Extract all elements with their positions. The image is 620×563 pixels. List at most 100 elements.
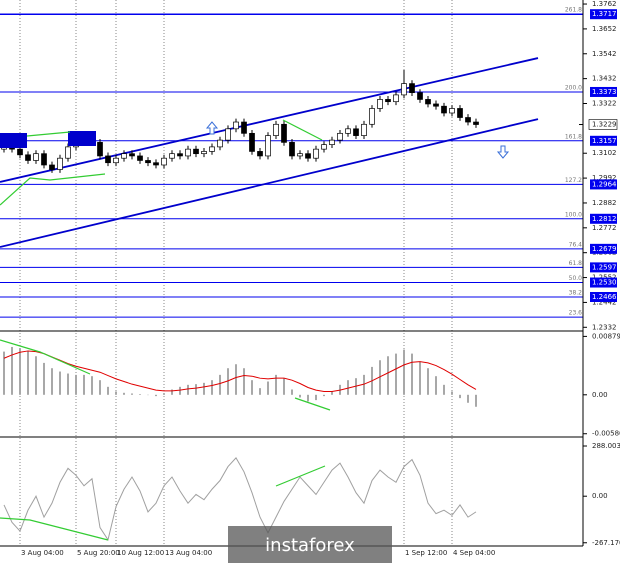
- candle-body: [169, 153, 175, 159]
- divergence-line: [282, 119, 323, 141]
- divergence-line: [0, 339, 91, 375]
- candle-body: [185, 148, 191, 157]
- y-tick-label: 1.3102: [592, 149, 617, 157]
- last-price-label: 1.3229: [592, 121, 617, 129]
- y-tick-label: 0.00: [592, 391, 608, 399]
- y-tick-label: -267.170: [592, 539, 620, 547]
- divergence-line: [0, 173, 106, 206]
- signal-line: [3, 350, 477, 392]
- candle-body: [417, 92, 423, 100]
- level-label: 100.0: [565, 211, 582, 218]
- histogram-bar: [211, 380, 213, 395]
- histogram-bar: [379, 360, 381, 395]
- candle-body: [369, 108, 375, 125]
- candle-body: [321, 144, 327, 150]
- level-label: 61.8: [569, 260, 583, 267]
- y-tick-label: 1.3432: [592, 75, 617, 83]
- level-label: 23.6: [569, 310, 583, 317]
- candle-body: [449, 108, 455, 114]
- trend-line: [0, 118, 539, 248]
- candle-body: [361, 123, 367, 136]
- level-price-label: 1.2597: [592, 263, 617, 271]
- histogram-bar: [443, 384, 445, 395]
- last-price-box: [588, 119, 618, 130]
- candle-body: [409, 83, 415, 93]
- histogram-bar: [227, 368, 229, 395]
- candle-body: [241, 121, 247, 134]
- histogram-bar: [179, 386, 181, 395]
- histogram-bar: [19, 348, 21, 395]
- candle-body: [441, 105, 447, 114]
- divergence-line: [275, 465, 326, 487]
- histogram-bar: [363, 374, 365, 395]
- level-label: 261.8: [565, 7, 582, 14]
- candle-body: [217, 139, 223, 148]
- candle-body: [121, 153, 127, 159]
- candle-body: [65, 146, 71, 159]
- candle-body: [265, 135, 271, 157]
- level-price-box: [590, 213, 617, 224]
- histogram-bar: [395, 353, 397, 395]
- histogram-bar: [115, 391, 117, 395]
- y-tick-label: 1.3762: [592, 0, 617, 8]
- candle-body: [113, 157, 119, 164]
- histogram-bar: [459, 394, 461, 399]
- histogram-bar: [291, 389, 293, 395]
- histogram-bar: [243, 368, 245, 395]
- histogram-bar: [203, 382, 205, 395]
- level-price-box: [590, 135, 617, 146]
- histogram-bar: [387, 356, 389, 395]
- watermark-box: [228, 526, 392, 563]
- histogram-bar: [315, 394, 317, 401]
- candle-body: [425, 99, 431, 105]
- x-tick-label: 1 Sep 12:00: [405, 549, 447, 557]
- candle-body: [337, 132, 343, 141]
- histogram-bar: [275, 374, 277, 395]
- candle-body: [305, 153, 311, 159]
- histogram-bar: [331, 391, 333, 395]
- candle-body: [177, 153, 183, 157]
- y-tick-label: 1.2992: [592, 174, 617, 182]
- histogram-bar: [99, 380, 101, 395]
- divergence-line: [0, 517, 109, 541]
- histogram-bar: [171, 389, 173, 395]
- level-price-label: 1.2812: [592, 215, 617, 223]
- level-label: 76.4: [569, 241, 583, 248]
- candle-body: [17, 148, 23, 156]
- candle-body: [257, 151, 263, 157]
- histogram-bar: [75, 374, 77, 395]
- histogram-bar: [435, 376, 437, 395]
- histogram-bar: [11, 346, 13, 395]
- candle-body: [345, 128, 351, 134]
- marker-box: [0, 133, 27, 148]
- level-price-label: 1.2679: [592, 245, 617, 253]
- candle-body: [161, 157, 167, 166]
- candle-body: [233, 121, 239, 130]
- level-price-label: 1.2964: [592, 180, 617, 188]
- level-label: 50.0: [569, 275, 583, 282]
- histogram-bar: [299, 394, 301, 398]
- histogram-bar: [427, 368, 429, 395]
- candle-body: [377, 99, 383, 109]
- histogram-bar: [83, 374, 85, 395]
- histogram-bar: [451, 391, 453, 395]
- candle-body: [273, 123, 279, 136]
- candle-body: [193, 148, 199, 155]
- candle-body: [209, 146, 215, 152]
- histogram-bar: [323, 394, 325, 397]
- candle-body: [329, 139, 335, 145]
- histogram-bar: [27, 350, 29, 395]
- y-tick-label: 1.3322: [592, 99, 617, 107]
- y-tick-label: 1.3542: [592, 50, 617, 58]
- candle-body: [433, 103, 439, 107]
- y-tick-label: 0.00: [592, 492, 608, 500]
- level-price-box: [590, 86, 617, 97]
- level-price-box: [590, 9, 617, 20]
- y-tick-label: 288.0038: [592, 442, 620, 450]
- level-price-box: [590, 179, 617, 190]
- level-label: 161.8: [565, 133, 582, 140]
- histogram-bar: [235, 364, 237, 395]
